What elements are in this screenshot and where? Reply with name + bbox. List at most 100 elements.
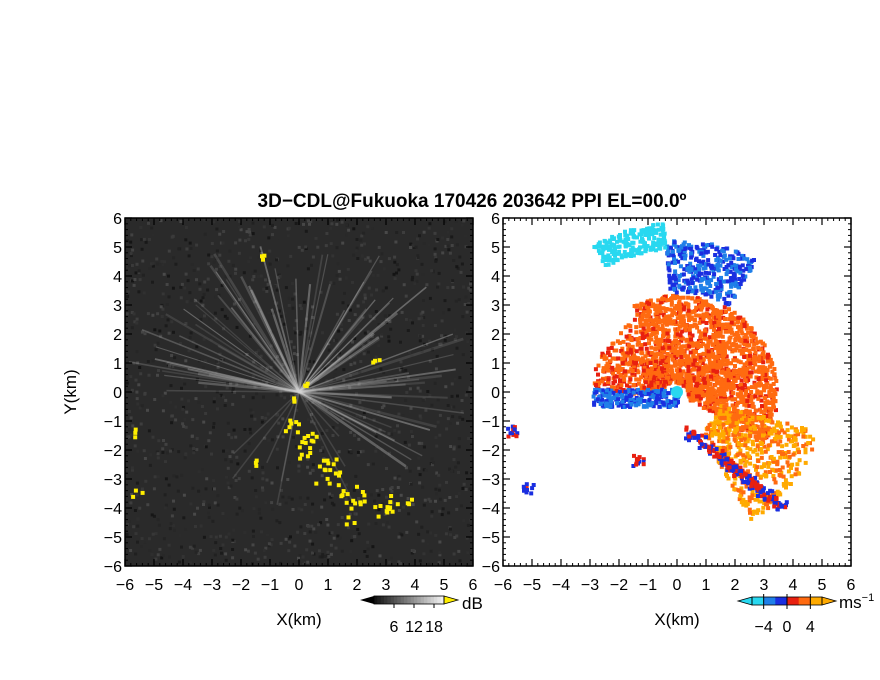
velocity-pixel (690, 289, 695, 294)
noise-pixel (347, 319, 351, 322)
velocity-pixel (711, 397, 716, 402)
velocity-pixel (733, 277, 738, 282)
velocity-pixel (747, 265, 752, 270)
noise-pixel (404, 368, 408, 372)
noise-pixel (142, 291, 146, 295)
noise-pixel (279, 561, 283, 565)
velocity-pixel (698, 396, 703, 401)
velocity-pixel (699, 344, 704, 349)
velocity-pixel (683, 256, 687, 261)
noise-pixel (325, 428, 329, 432)
noise-pixel (433, 381, 437, 385)
colorbar-segment (380, 596, 385, 604)
velocity-pixel (626, 347, 631, 352)
noise-pixel (198, 287, 202, 291)
noise-pixel (340, 220, 344, 224)
velocity-pixel (750, 492, 755, 497)
velocity-pixel (683, 327, 688, 332)
velocity-pixel (635, 312, 640, 317)
velocity-pixel (771, 456, 776, 461)
velocity-pixel (771, 401, 776, 406)
velocity-pixel (674, 322, 679, 326)
noise-pixel (277, 309, 281, 313)
velocity-pixel (675, 306, 679, 311)
noise-pixel (257, 511, 261, 515)
noise-pixel (307, 359, 311, 363)
noise-pixel (251, 396, 255, 400)
noise-pixel (195, 278, 198, 282)
velocity-pixel (641, 229, 646, 234)
noise-pixel (212, 400, 216, 404)
noise-pixel (335, 426, 339, 430)
velocity-pixel (596, 363, 601, 368)
noise-pixel (362, 352, 366, 356)
velocity-pixel (715, 255, 720, 260)
noise-pixel (226, 381, 229, 385)
echo-pixel (303, 440, 308, 445)
velocity-pixel (742, 383, 747, 388)
noise-pixel (135, 397, 139, 401)
noise-pixel (214, 295, 218, 299)
noise-pixel (449, 533, 453, 537)
noise-pixel (211, 519, 215, 523)
noise-pixel (438, 551, 442, 555)
noise-pixel (468, 288, 472, 292)
colorbar-tick-label: 12 (405, 619, 423, 636)
noise-pixel (306, 219, 310, 223)
noise-pixel (129, 252, 133, 256)
velocity-pixel (649, 333, 654, 338)
noise-pixel (320, 505, 324, 509)
velocity-pixel (729, 327, 734, 332)
noise-pixel (349, 430, 353, 434)
velocity-pixel (762, 412, 767, 417)
velocity-pixel (640, 386, 644, 391)
beam-ray (240, 275, 301, 393)
velocity-pixel (620, 346, 625, 351)
noise-pixel (203, 232, 207, 236)
noise-pixel (427, 226, 431, 230)
velocity-pixel (705, 307, 710, 312)
noise-pixel (185, 300, 189, 304)
noise-pixel (182, 424, 186, 428)
velocity-pixel (746, 378, 751, 382)
noise-pixel (342, 368, 346, 372)
noise-pixel (312, 527, 316, 531)
velocity-pixel (632, 317, 637, 322)
velocity-pixel (612, 374, 617, 379)
velocity-pixel (623, 243, 628, 248)
velocity-pixel (748, 353, 752, 358)
noise-pixel (444, 385, 448, 389)
noise-pixel (275, 519, 279, 523)
noise-pixel (181, 407, 185, 411)
noise-pixel (308, 397, 312, 401)
velocity-pixel (748, 510, 752, 515)
velocity-pixel (664, 367, 669, 371)
velocity-pixel (762, 444, 767, 449)
noise-pixel (316, 378, 320, 381)
noise-pixel (163, 391, 167, 395)
noise-pixel (340, 309, 344, 313)
noise-pixel (333, 363, 337, 367)
velocity-pixel (714, 324, 719, 329)
noise-pixel (458, 376, 462, 380)
noise-pixel (253, 417, 257, 421)
noise-pixel (335, 218, 339, 222)
noise-pixel (126, 435, 130, 439)
noise-pixel (135, 493, 139, 497)
velocity-pixel (752, 463, 757, 468)
noise-pixel (402, 231, 405, 234)
velocity-pixel (608, 244, 613, 249)
velocity-pixel (749, 390, 754, 394)
velocity-pixel (728, 335, 733, 340)
velocity-pixel (654, 335, 659, 340)
noise-pixel (227, 486, 231, 490)
velocity-pixel (639, 350, 644, 355)
noise-pixel (450, 235, 454, 239)
noise-pixel (156, 452, 160, 456)
beam-ray (298, 391, 412, 461)
velocity-pixel (626, 237, 631, 241)
velocity-pixel (707, 423, 712, 428)
velocity-pixel (753, 434, 758, 439)
noise-pixel (417, 441, 421, 445)
velocity-pixel (696, 379, 701, 384)
